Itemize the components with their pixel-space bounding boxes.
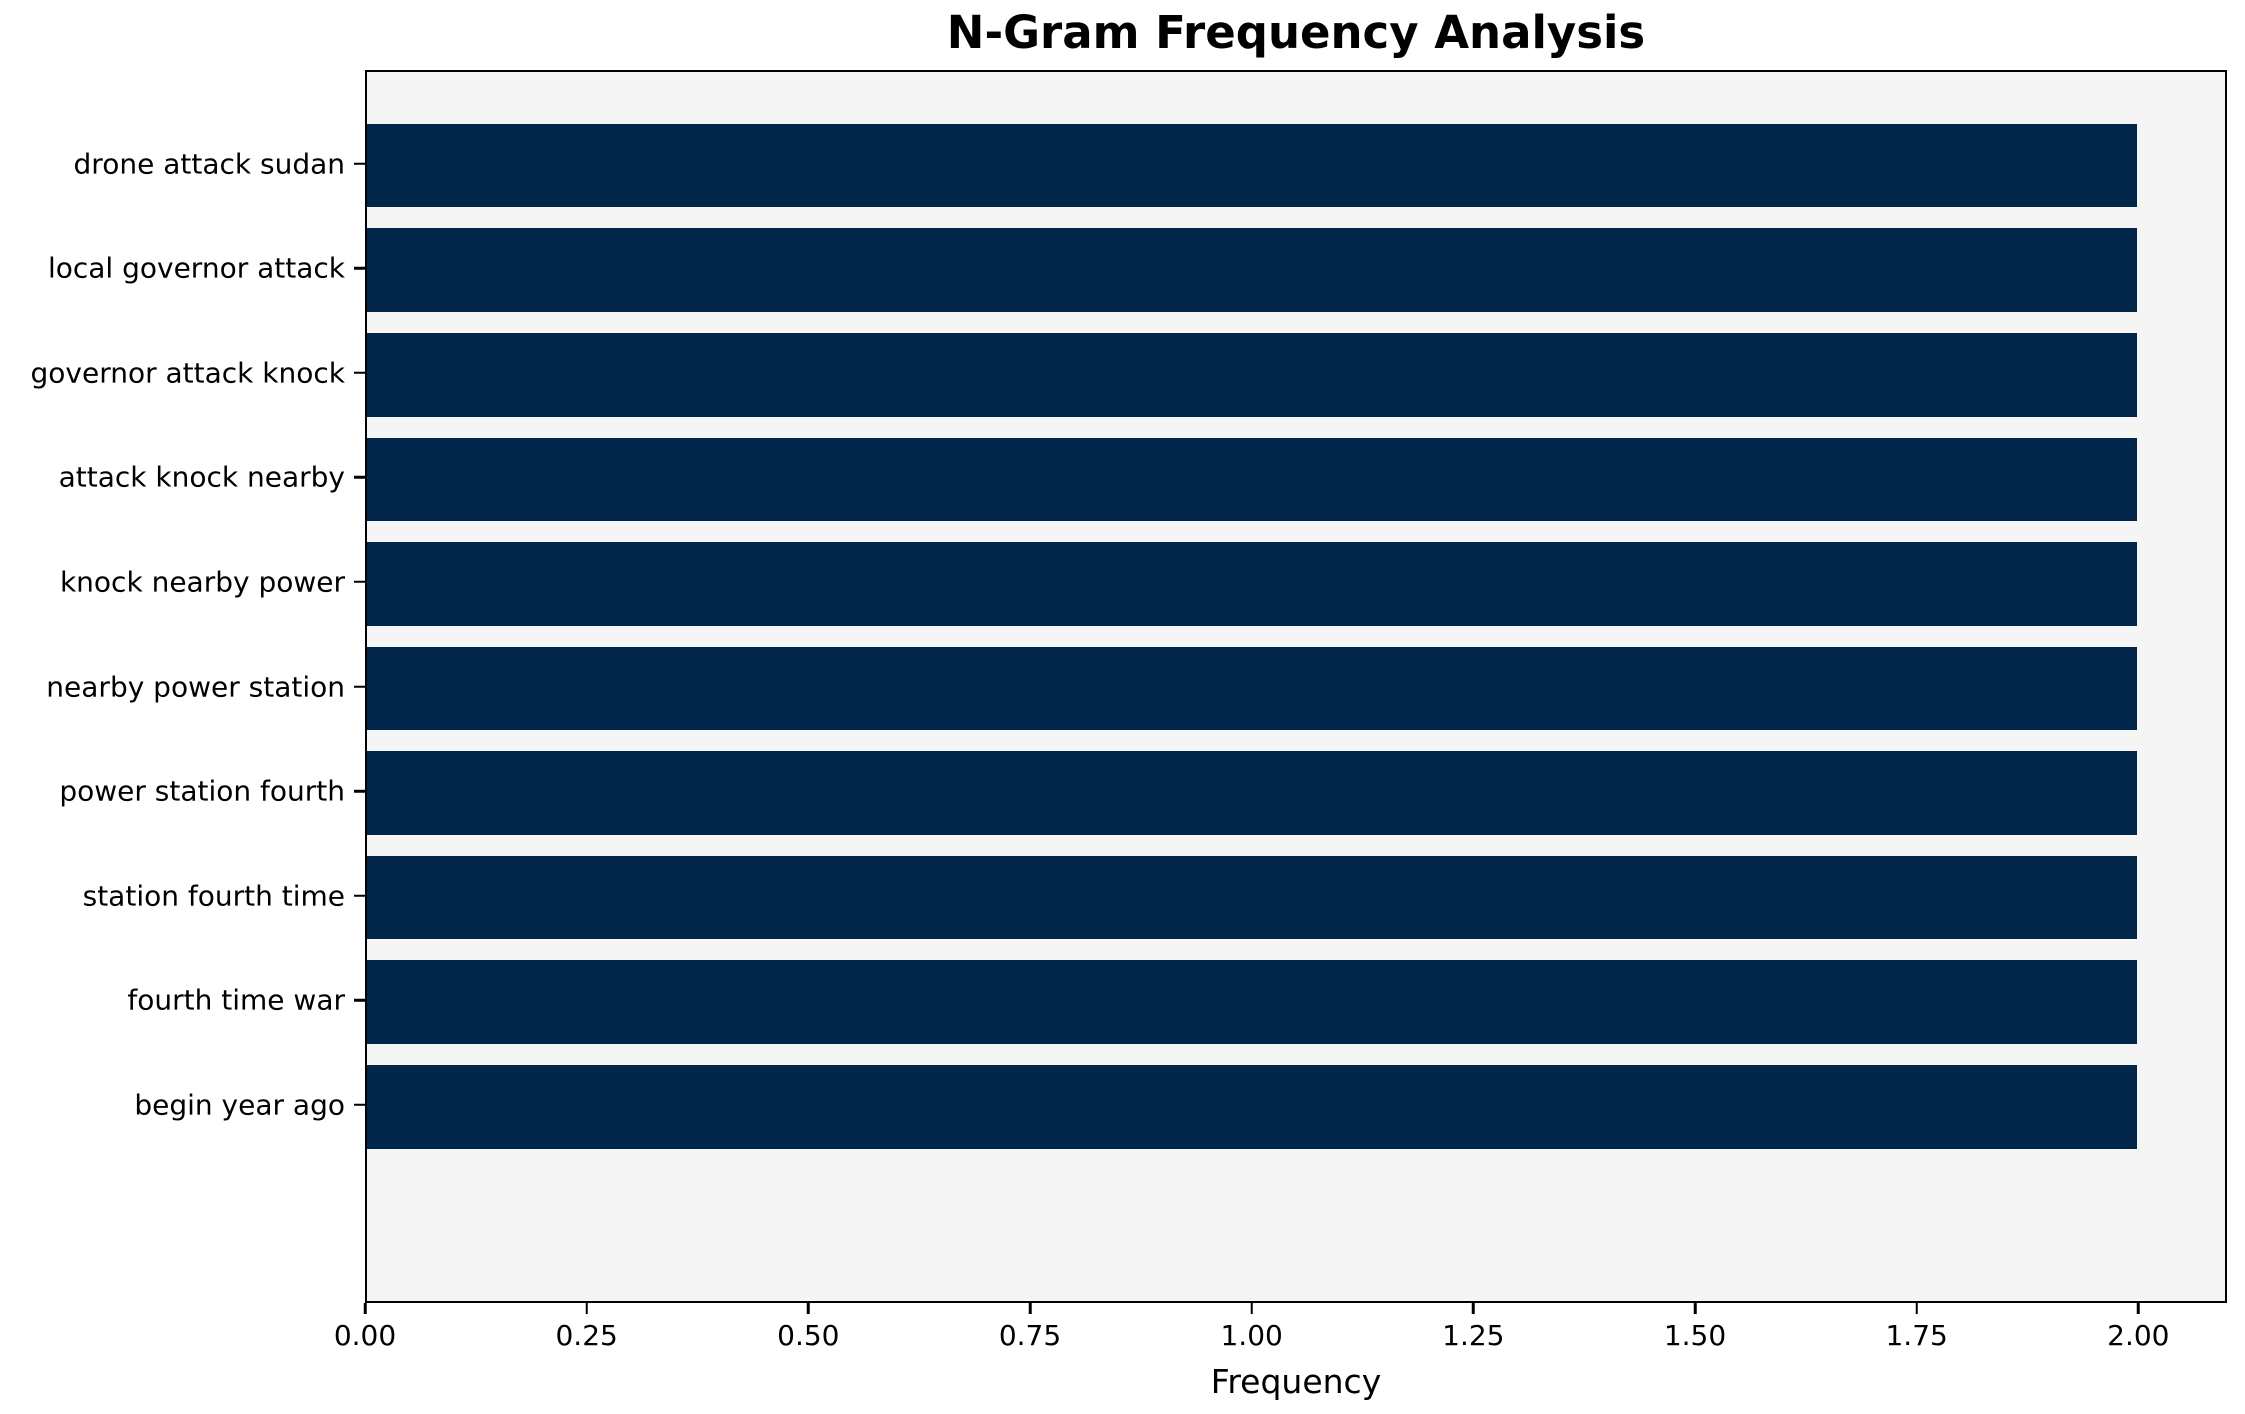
x-tick-mark: [1915, 1303, 1918, 1314]
y-tick-mark: [354, 998, 365, 1002]
x-tick-mark: [1472, 1303, 1475, 1314]
x-tick-label: 0.75: [998, 1319, 1062, 1352]
y-tick-mark: [354, 894, 365, 897]
x-tick-mark: [807, 1303, 810, 1314]
bar: [367, 123, 2137, 208]
y-tick-label: drone attack sudan: [73, 147, 345, 181]
x-tick-mark: [2137, 1303, 2140, 1314]
plot-area: [365, 70, 2227, 1303]
y-tick-label: local governor attack: [47, 251, 345, 285]
x-axis-label: Frequency: [1210, 1362, 1382, 1401]
y-tick-mark: [354, 162, 365, 165]
y-tick-label: governor attack knock: [30, 356, 346, 390]
x-tick-label: 1.25: [1442, 1319, 1505, 1352]
x-tick-label: 0.25: [555, 1319, 618, 1352]
y-tick-label: power station fourth: [59, 774, 345, 808]
chart-title: N-Gram Frequency Analysis: [946, 6, 1646, 59]
x-tick-mark: [363, 1303, 367, 1314]
bar: [367, 646, 2137, 731]
bar: [367, 332, 2137, 417]
y-tick-mark: [354, 685, 365, 688]
bar: [367, 1064, 2137, 1149]
x-tick-mark: [1028, 1303, 1032, 1314]
y-tick-mark: [354, 476, 365, 479]
x-tick-label: 0.50: [777, 1319, 840, 1352]
bar: [367, 542, 2137, 626]
y-tick-label: station fourth time: [82, 879, 345, 913]
bar: [367, 960, 2137, 1045]
bar: [367, 437, 2137, 522]
x-tick-label: 2.00: [2107, 1319, 2170, 1352]
x-tick-label: 1.75: [1885, 1319, 1948, 1352]
y-tick-label: nearby power station: [46, 670, 345, 703]
x-tick-label: 1.50: [1663, 1319, 1727, 1352]
bar: [367, 751, 2137, 835]
x-tick-label: 0.00: [333, 1319, 397, 1352]
x-tick-mark: [585, 1303, 588, 1314]
x-tick-mark: [1693, 1303, 1697, 1314]
y-tick-mark: [354, 580, 365, 584]
y-tick-mark: [354, 1103, 365, 1107]
y-tick-label: attack knock nearby: [58, 460, 345, 494]
y-tick-label: fourth time war: [127, 983, 345, 1017]
bar: [367, 855, 2137, 940]
bar: [367, 228, 2137, 312]
x-tick-mark: [1250, 1303, 1253, 1314]
y-tick-label: knock nearby power: [59, 565, 345, 599]
y-tick-mark: [354, 371, 365, 374]
y-tick-mark: [354, 789, 365, 793]
y-tick-label: begin year ago: [134, 1088, 345, 1122]
x-tick-label: 1.00: [1220, 1319, 1283, 1352]
y-tick-mark: [354, 266, 365, 270]
